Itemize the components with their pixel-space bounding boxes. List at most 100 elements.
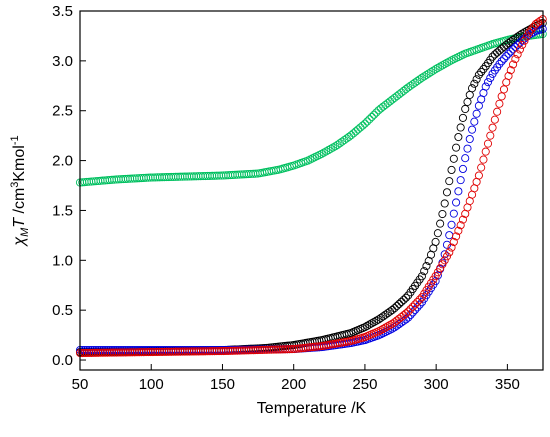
- data-point: [522, 32, 531, 41]
- data-point: [397, 297, 406, 306]
- data-point: [383, 322, 392, 331]
- data-point: [442, 188, 452, 197]
- data-point: [408, 302, 417, 311]
- data-point: [524, 30, 534, 39]
- data-point: [497, 44, 506, 53]
- y-tick-label: 3.5: [52, 3, 73, 20]
- data-point: [424, 69, 433, 78]
- data-point: [433, 268, 442, 277]
- y-tick-label: 2.5: [52, 103, 73, 120]
- series-3: [75, 15, 547, 358]
- data-point: [436, 219, 445, 228]
- data-point: [422, 70, 431, 79]
- data-point: [495, 99, 504, 108]
- data-point: [360, 119, 369, 128]
- data-point: [493, 107, 502, 116]
- data-point: [490, 115, 499, 124]
- data-point: [454, 187, 463, 196]
- data-point: [420, 267, 429, 276]
- data-point: [411, 300, 420, 309]
- data-point: [354, 125, 363, 134]
- data-point: [518, 40, 527, 49]
- data-point: [395, 90, 404, 99]
- data-point: [468, 84, 477, 93]
- data-point: [483, 78, 493, 87]
- data-point: [365, 115, 374, 124]
- data-point: [401, 293, 411, 302]
- data-point: [499, 54, 509, 63]
- data-point: [392, 92, 401, 101]
- data-point: [442, 240, 452, 249]
- data-point: [438, 209, 447, 219]
- data-point: [509, 60, 518, 69]
- data-point: [417, 272, 426, 281]
- data-point: [385, 320, 395, 330]
- data-point: [440, 199, 449, 208]
- data-point: [438, 61, 447, 70]
- data-point: [445, 248, 454, 257]
- data-point: [524, 28, 534, 37]
- data-point: [463, 144, 472, 153]
- x-tick-label: 50: [72, 376, 89, 393]
- series-1: [75, 19, 547, 357]
- y-tick-label: 3.0: [52, 53, 73, 70]
- data-point: [422, 261, 431, 271]
- data-point: [515, 45, 524, 54]
- data-point: [493, 48, 502, 57]
- data-point: [495, 46, 504, 55]
- data-point: [379, 324, 388, 333]
- data-point: [440, 256, 449, 265]
- data-point: [367, 319, 376, 328]
- data-point: [461, 154, 470, 163]
- data-point: [406, 305, 415, 314]
- data-point: [372, 316, 381, 325]
- data-point: [413, 297, 422, 307]
- data-point: [401, 309, 411, 318]
- data-point: [319, 148, 328, 157]
- data-point: [369, 317, 379, 327]
- data-point: [465, 134, 474, 144]
- data-point: [379, 102, 388, 111]
- data-point: [376, 104, 385, 113]
- x-tick-label: 100: [139, 376, 164, 393]
- data-point: [481, 147, 490, 156]
- data-point: [436, 62, 445, 71]
- data-point: [447, 165, 456, 175]
- data-point: [372, 108, 381, 117]
- data-point: [447, 220, 456, 229]
- data-point: [317, 149, 326, 158]
- data-point: [415, 295, 424, 304]
- data-point: [367, 112, 376, 122]
- data-point: [328, 143, 338, 152]
- data-point: [456, 221, 465, 230]
- data-point: [536, 16, 545, 25]
- data-point: [474, 171, 483, 180]
- data-point: [468, 125, 477, 134]
- x-axis-label: Temperature /K: [257, 400, 367, 417]
- data-point: [452, 232, 461, 241]
- data-point: [376, 326, 385, 335]
- data-point: [454, 226, 463, 235]
- y-axis-label: χMT /cm3Kmol-1: [9, 135, 31, 247]
- data-point: [431, 237, 440, 247]
- data-point: [445, 231, 454, 240]
- y-tick-label: 2.0: [52, 153, 73, 170]
- data-point: [417, 73, 426, 82]
- data-point: [431, 272, 440, 281]
- data-point: [420, 72, 429, 81]
- data-point: [351, 127, 360, 136]
- data-point: [456, 123, 465, 132]
- data-point: [488, 123, 497, 132]
- data-point: [363, 117, 372, 126]
- x-tick-label: 350: [495, 376, 520, 393]
- data-point: [452, 143, 461, 152]
- y-label-sup-neg1: -1: [9, 135, 21, 145]
- data-point: [390, 304, 399, 313]
- data-point: [449, 237, 458, 247]
- data-point: [433, 229, 442, 238]
- data-point: [497, 92, 506, 101]
- data-point: [436, 264, 445, 273]
- data-point: [438, 260, 447, 269]
- data-point: [388, 95, 397, 104]
- data-point: [504, 71, 513, 80]
